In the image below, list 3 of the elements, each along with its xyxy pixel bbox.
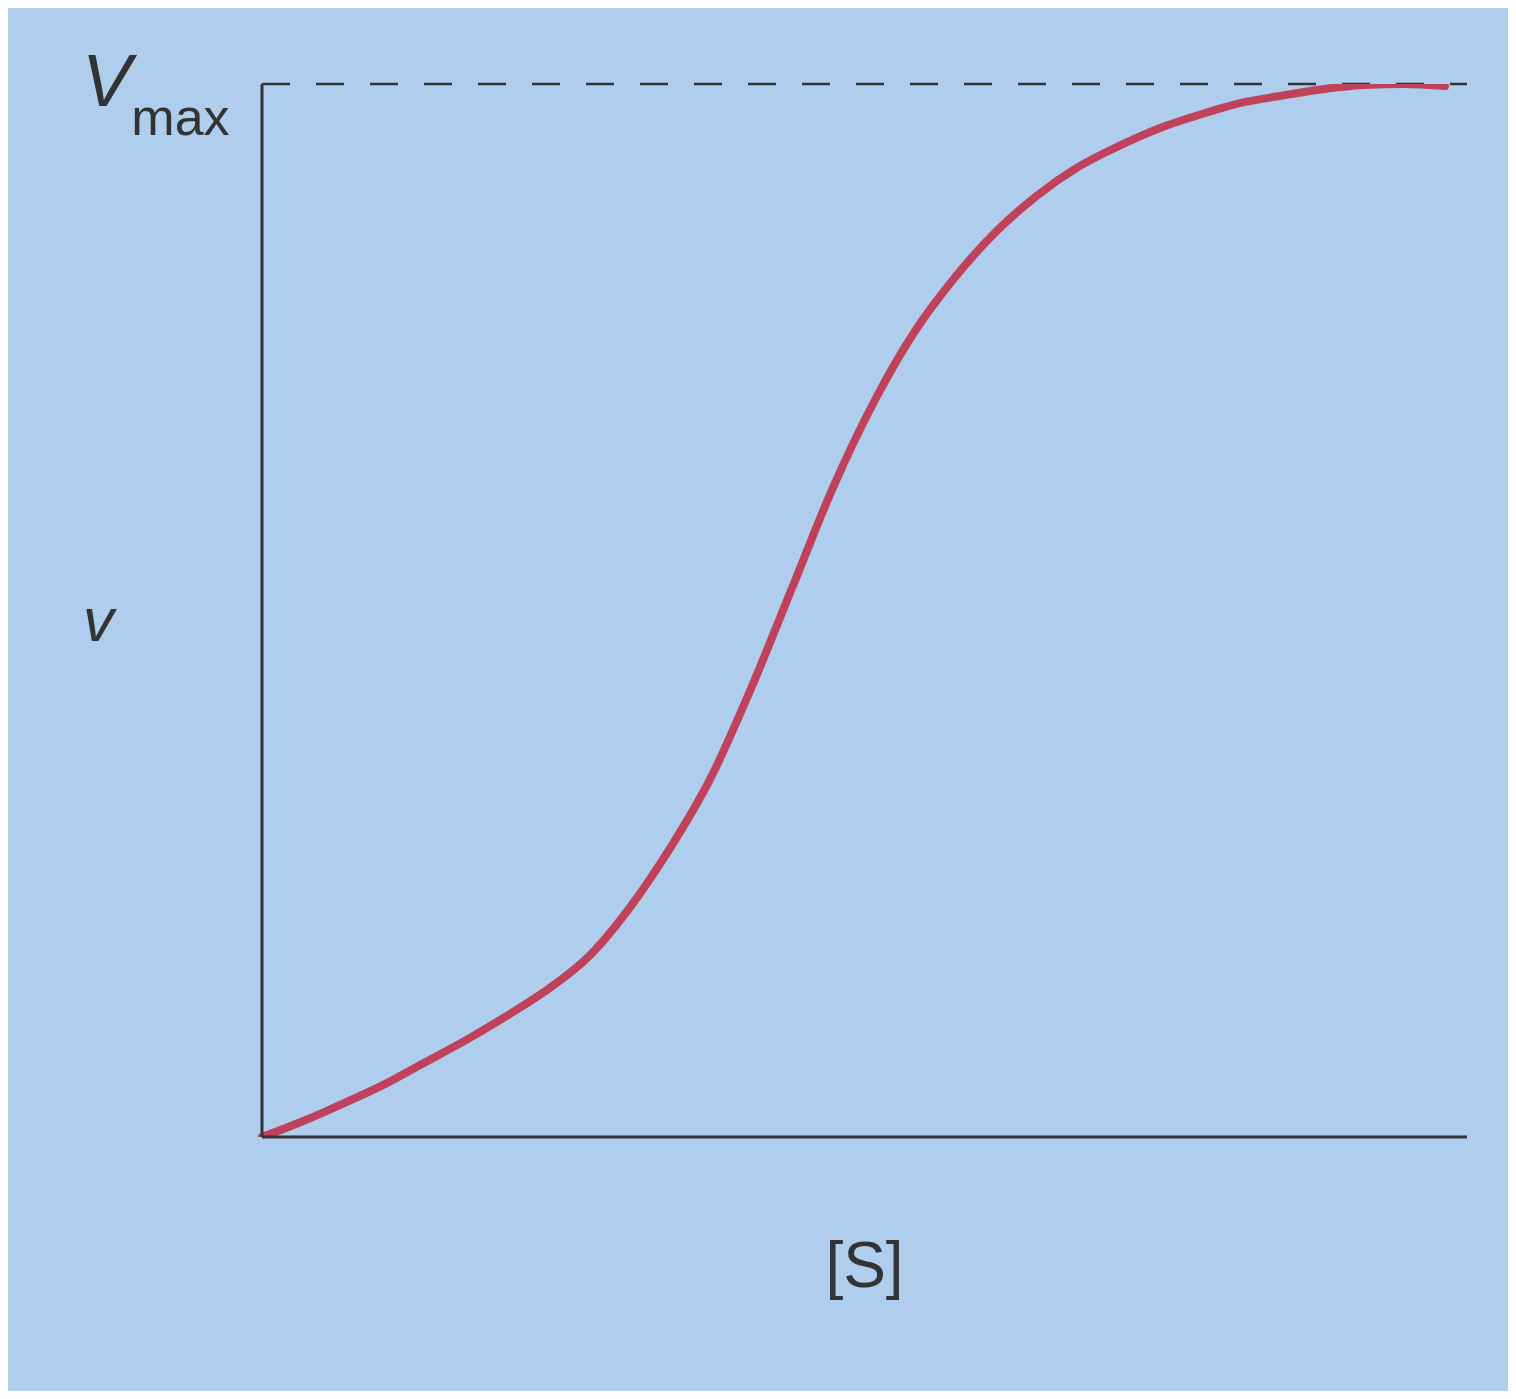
ref-line-label: V$_{max}$ [82, 39, 230, 146]
x-axis-title: [S] [825, 1229, 904, 1301]
y-axis-title: v [83, 584, 117, 654]
